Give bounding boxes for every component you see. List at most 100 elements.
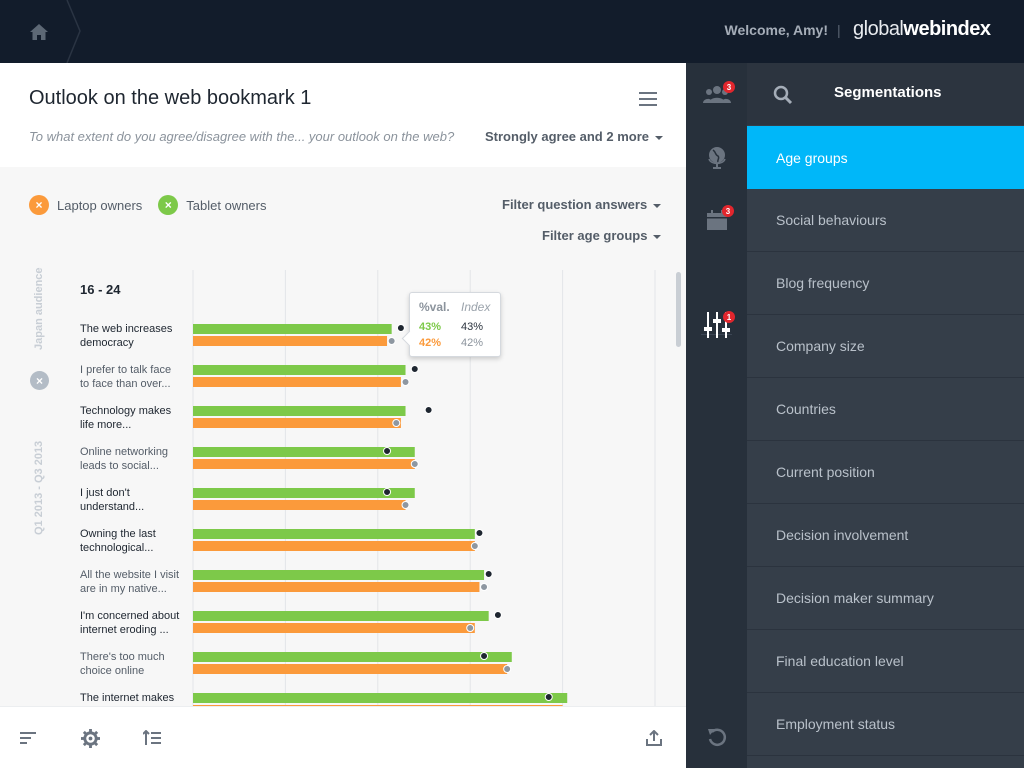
index-dot-tablet [493, 611, 502, 619]
category-label: There's too much [80, 651, 165, 663]
search-icon[interactable] [773, 85, 793, 105]
segmentation-item[interactable]: Final education level [747, 630, 1024, 693]
bar-laptop [193, 377, 401, 387]
index-dot-laptop [470, 542, 479, 550]
filter-question-answers-label: Filter question answers [502, 197, 648, 212]
filter-question-answers-dropdown[interactable]: Filter question answers [502, 197, 662, 212]
filter-age-groups-label: Filter age groups [542, 228, 648, 243]
tooltip-tablet-index: 43% [461, 321, 484, 333]
category-label: The web increases [80, 323, 173, 335]
audiences-button[interactable]: 3 [686, 63, 747, 125]
welcome-text: Welcome, Amy! [724, 22, 828, 38]
top-bar: Welcome, Amy! | globalwebindex [0, 0, 1024, 63]
upload-icon [646, 730, 662, 746]
category-label: Technology makes [80, 405, 172, 417]
bar-tablet [193, 365, 406, 375]
index-dot-tablet [424, 406, 433, 414]
index-dot-tablet [544, 693, 553, 701]
category-label: internet eroding ... [80, 624, 169, 636]
legend-item-tablet[interactable]: × Tablet owners [158, 195, 267, 215]
category-label: are in my native... [80, 583, 167, 595]
bar-tablet [193, 570, 485, 580]
index-dot-tablet [410, 365, 419, 373]
globe-icon [707, 147, 726, 169]
export-button[interactable] [634, 707, 674, 768]
index-dot-laptop [480, 583, 489, 591]
chart-legend: × Laptop owners × Tablet owners [29, 195, 267, 215]
category-label: I prefer to talk face [80, 364, 171, 376]
header-separator: | [837, 22, 841, 38]
settings-button[interactable] [70, 707, 110, 768]
segmentation-item[interactable]: Current position [747, 441, 1024, 504]
sort-button[interactable] [8, 707, 48, 768]
tooltip-laptop-index: 42% [461, 337, 484, 349]
bar-tablet [193, 324, 392, 334]
bar-laptop [193, 418, 401, 428]
index-dot-laptop [466, 624, 475, 632]
category-label: I just don't [80, 487, 130, 499]
segmentation-item[interactable]: Employment status [747, 693, 1024, 756]
sort-order-icon [143, 730, 161, 745]
bar-laptop [193, 541, 475, 551]
category-label: to face than over... [80, 378, 171, 390]
value-tooltip: %val. Index 43% 43% 42% 42% [409, 292, 501, 357]
segmentation-item[interactable]: Blog frequency [747, 252, 1024, 315]
caret-down-icon [653, 234, 662, 239]
bar-chart: 16 - 24 The web increases democracy I prefe… [80, 270, 656, 706]
bar-tablet [193, 611, 489, 621]
bar-laptop [193, 623, 475, 633]
filter-age-groups-dropdown[interactable]: Filter age groups [542, 228, 662, 243]
remove-laptop-icon[interactable]: × [29, 195, 49, 215]
index-dot-laptop [401, 501, 410, 509]
breadcrumb-chevron-icon [66, 0, 81, 63]
index-dot-tablet [396, 324, 405, 332]
group-label: 16 - 24 [80, 282, 121, 297]
index-dot-laptop [401, 378, 410, 386]
audiences-badge: 3 [723, 81, 735, 93]
index-dot-tablet [484, 570, 493, 578]
index-dot-tablet [383, 447, 392, 455]
icon-rail: 3 3 1 [686, 63, 747, 768]
category-label: The internet makes [80, 692, 175, 704]
calendar-icon [706, 210, 727, 230]
brand-logo[interactable]: globalwebindex [853, 18, 991, 41]
remove-tablet-icon[interactable]: × [158, 195, 179, 215]
segmentation-badge: 1 [723, 311, 735, 323]
sort-order-button[interactable] [132, 707, 172, 768]
audience-label: Japan audience [33, 267, 45, 350]
index-dot-tablet [475, 529, 484, 537]
category-label: choice online [80, 665, 144, 677]
bar-tablet [193, 447, 415, 457]
chart-scrollbar[interactable] [676, 272, 681, 347]
answer-filter-dropdown[interactable]: Strongly agree and 2 more [485, 129, 663, 144]
segmentation-item[interactable]: Company size [747, 315, 1024, 378]
remove-audience-icon[interactable]: × [30, 371, 49, 390]
segmentation-item[interactable]: Decision maker summary [747, 567, 1024, 630]
bar-laptop [193, 500, 406, 510]
reset-button[interactable] [686, 706, 747, 768]
category-label: understand... [80, 501, 144, 513]
tooltip-tablet-value: 43% [419, 321, 442, 333]
segmentation-button[interactable]: 1 [686, 294, 747, 356]
category-label: leads to social... [80, 460, 159, 472]
gear-icon [80, 728, 100, 748]
brand-logo-bold: webindex [903, 18, 991, 40]
countries-button[interactable] [686, 126, 747, 188]
category-label: democracy [80, 337, 134, 349]
tooltip-header-value: %val. [419, 300, 450, 314]
legend-item-laptop[interactable]: × Laptop owners [29, 195, 142, 215]
segmentations-panel: Segmentations Age groups Social behaviour… [747, 63, 1024, 768]
segmentation-item[interactable]: Decision involvement [747, 504, 1024, 567]
category-label: All the website I visit [80, 569, 179, 581]
waves-button[interactable]: 3 [686, 189, 747, 251]
sort-bars-icon [20, 732, 36, 744]
segmentation-item[interactable]: Social behaviours [747, 189, 1024, 252]
segmentations-title: Segmentations [834, 84, 942, 101]
legend-label-laptop: Laptop owners [57, 197, 143, 213]
category-label: Owning the last [80, 528, 156, 540]
home-button[interactable] [0, 0, 78, 63]
segmentation-item[interactable]: Countries [747, 378, 1024, 441]
period-label: Q1 2013 - Q3 2013 [33, 440, 45, 535]
segmentation-item[interactable]: Age groups [747, 126, 1024, 189]
menu-button[interactable] [639, 92, 657, 106]
